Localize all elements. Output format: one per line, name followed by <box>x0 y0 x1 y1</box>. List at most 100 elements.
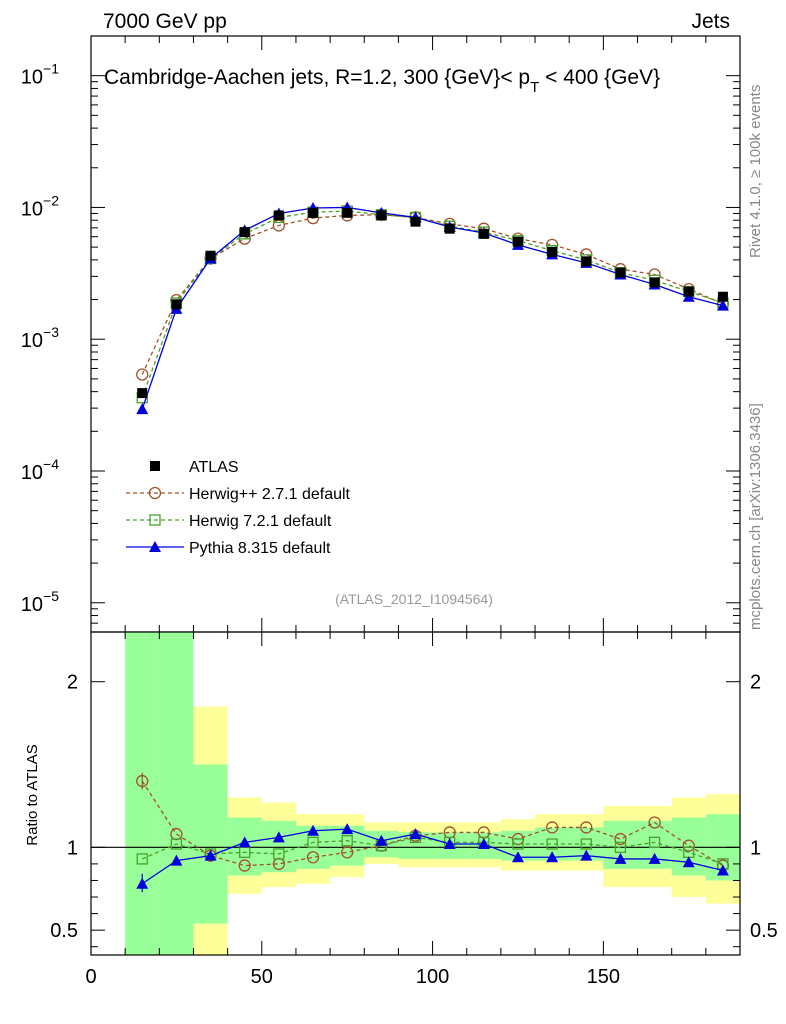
main-point-atlas <box>342 207 353 218</box>
ratio-point-herwig-2-7-1-default <box>682 839 695 852</box>
ratio-point-herwig-2-7-1-default <box>341 846 354 859</box>
plot-title-subscript: T <box>530 79 539 96</box>
ratio-y-tick-label-right: 0.5 <box>750 920 778 942</box>
ratio-point-herwig-7-2-1-default <box>341 835 353 847</box>
ratio-plot-frame <box>90 631 741 956</box>
main-line-herwig-7-2-1-default <box>141 210 724 398</box>
main-point-atlas <box>171 299 182 310</box>
ratio-y-tick-label-right: 2 <box>750 672 761 694</box>
ratio-band-green <box>159 632 194 955</box>
ratio-line-pythia-8-315-default <box>141 828 724 885</box>
ratio-point-pythia-8-315-default <box>580 849 593 861</box>
ratio-band-green <box>261 820 296 873</box>
legend-marker-herwig-7-2-1-default <box>149 514 161 526</box>
ratio-point-pythia-8-315-default <box>716 864 729 876</box>
ratio-point-herwig-7-2-1-default <box>648 836 661 849</box>
main-y-tick-label: 10−5 <box>21 588 59 616</box>
plot-title-end: < 400 {GeV} <box>539 66 660 89</box>
plot-title: Cambridge-Aachen jets, R=1.2, 300 {GeV}<… <box>104 66 660 96</box>
main-line-herwig-2-7-1-default <box>141 214 724 375</box>
main-y-tick-label: 10−3 <box>21 324 59 352</box>
ratio-point-pythia-8-315-default <box>238 836 251 848</box>
ratio-y-tick-label: 2 <box>67 672 78 694</box>
header-process-label: Jets <box>691 10 730 33</box>
legend-marker-herwig-2-7-1-default <box>148 486 162 500</box>
ratio-point-pythia-8-315-default <box>443 838 456 850</box>
main-point-atlas <box>649 277 660 288</box>
ratio-point-pythia-8-315-default <box>341 823 354 835</box>
ratio-point-herwig-7-2-1-default <box>273 848 285 860</box>
main-point-atlas <box>137 388 148 399</box>
ratio-x-tick-label: 50 <box>251 966 273 988</box>
main-point-atlas <box>683 286 694 297</box>
ratio-point-pythia-8-315-default <box>511 851 524 863</box>
main-point-atlas <box>444 223 455 234</box>
ratio-point-herwig-7-2-1-default <box>170 838 183 850</box>
main-point-atlas <box>410 216 421 227</box>
ratio-point-pythia-8-315-default <box>648 852 661 864</box>
ratio-point-herwig-7-2-1-default <box>614 841 627 853</box>
legend-label-atlas: ATLAS <box>189 459 239 476</box>
ratio-point-pythia-8-315-default <box>546 851 559 863</box>
main-point-atlas <box>615 267 626 278</box>
ratio-x-tick-label: 0 <box>85 966 96 988</box>
main-point-pythia-8-315-default <box>136 403 149 415</box>
ratio-plot-panel: 0 50 100 150 0.5 0.5 1 1 2 2 <box>50 631 778 988</box>
main-point-atlas <box>512 236 523 247</box>
header-collision-label: 7000 GeV pp <box>103 10 227 33</box>
mcplots-label: mcplots.cern.ch [arXiv:1306.3436] <box>747 403 764 630</box>
ratio-point-herwig-2-7-1-default <box>614 832 627 846</box>
ratio-x-tick-label: 150 <box>587 966 620 988</box>
ratio-point-herwig-2-7-1-default <box>648 816 661 829</box>
legend-marker-atlas <box>150 461 160 471</box>
ratio-point-herwig-7-2-1-default <box>136 853 148 865</box>
main-point-atlas <box>717 291 728 302</box>
main-line-pythia-8-315-default <box>141 206 724 410</box>
ratio-y-tick-label: 0.5 <box>50 920 78 942</box>
main-point-atlas <box>581 256 592 267</box>
ratio-point-herwig-2-7-1-default <box>580 821 593 834</box>
ratio-y-tick-label: 1 <box>67 837 78 859</box>
main-point-herwig-2-7-1-default <box>136 368 149 381</box>
ratio-point-herwig-7-2-1-default <box>546 838 558 850</box>
main-point-atlas <box>376 210 387 221</box>
ratio-point-pythia-8-315-default <box>614 852 627 864</box>
main-y-tick-label: 10−1 <box>21 61 59 89</box>
main-y-tick-label: 10−4 <box>21 456 59 484</box>
main-plot-panel: 10−1 10−2 10−3 10−4 10−5 <box>21 35 741 633</box>
ratio-point-herwig-7-2-1-default <box>512 838 524 850</box>
ratio-point-pythia-8-315-default <box>477 838 490 850</box>
rivet-version-label: Rivet 4.1.0, ≥ 100k events <box>747 85 764 258</box>
ratio-band-green <box>193 764 228 924</box>
legend-label-pythia-8-315-default: Pythia 8.315 default <box>189 540 331 557</box>
main-point-atlas <box>239 227 250 238</box>
ratio-band-green <box>125 632 160 955</box>
main-point-atlas <box>308 207 319 218</box>
ratio-ylabel: Ratio to ATLAS <box>24 744 41 845</box>
ratio-point-pythia-8-315-default <box>409 828 422 840</box>
legend-label-herwig-7-2-1-default: Herwig 7.2.1 default <box>189 513 332 530</box>
ratio-point-pythia-8-315-default <box>204 849 217 861</box>
main-point-atlas <box>547 246 558 257</box>
ratio-point-herwig-2-7-1-default <box>306 851 320 864</box>
plot-title-main: Cambridge-Aachen jets, R=1.2, 300 {GeV}<… <box>104 66 530 89</box>
ratio-x-tick-label: 100 <box>416 966 449 988</box>
ratio-line-herwig-7-2-1-default <box>141 836 724 865</box>
ratio-point-herwig-2-7-1-default <box>238 859 251 872</box>
analysis-watermark: (ATLAS_2012_I1094564) <box>335 591 493 607</box>
legend: ATLAS Herwig++ 2.7.1 default Herwig 7.2.1 … <box>126 459 351 557</box>
main-point-atlas <box>478 228 489 239</box>
ratio-point-pythia-8-315-default <box>272 831 285 843</box>
main-point-atlas <box>273 210 284 221</box>
ratio-point-herwig-7-2-1-default <box>307 836 319 849</box>
main-point-pythia-8-315-default <box>716 299 729 311</box>
ratio-point-herwig-2-7-1-default <box>545 821 559 834</box>
legend-marker-pythia-8-315-default <box>149 541 161 552</box>
ratio-point-pythia-8-315-default <box>375 834 388 846</box>
legend-label-herwig-2-7-1-default: Herwig++ 2.7.1 default <box>189 486 351 503</box>
ratio-point-herwig-7-2-1-default <box>580 838 592 850</box>
main-y-tick-label: 10−2 <box>21 192 59 220</box>
main-point-atlas <box>205 250 216 261</box>
ratio-point-pythia-8-315-default <box>682 856 695 868</box>
